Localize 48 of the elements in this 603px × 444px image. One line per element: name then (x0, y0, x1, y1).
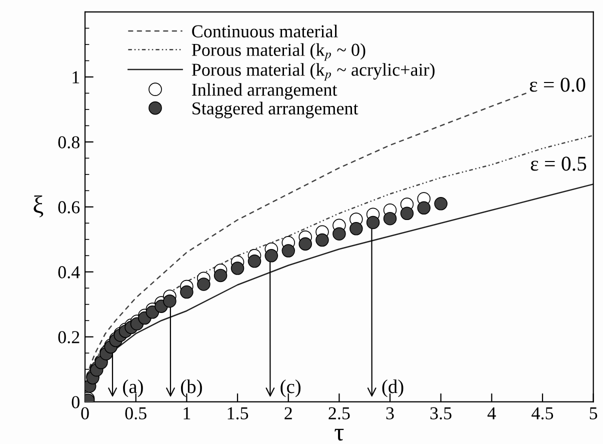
point (417, 201, 431, 215)
x-axis-title: τ (334, 428, 344, 441)
y-tick-label: 1 (72, 71, 80, 84)
y-tick-label: 0.2 (58, 331, 80, 344)
x-tick-label: 1 (184, 407, 190, 420)
x-tick-label: 0.5 (125, 407, 146, 420)
x-tick-label: 3 (386, 407, 394, 420)
point (180, 285, 194, 299)
legend-label: Porous material (k$_{p}$ ~ acrylic+air) (192, 63, 435, 81)
point (214, 268, 228, 282)
point (350, 222, 363, 236)
point (316, 233, 329, 247)
point (230, 262, 244, 275)
y-tick-label: 0 (72, 396, 80, 408)
x-tick-label: 4.5 (532, 407, 554, 420)
x-tick-label: 3.5 (430, 407, 452, 420)
annotation: (d) (382, 380, 404, 398)
legend-label: Continuous material (192, 24, 338, 38)
x-tick-label: 1.5 (228, 407, 248, 420)
x-tick-label: 2 (284, 407, 292, 420)
point (383, 212, 397, 226)
point (400, 206, 414, 220)
point (298, 237, 312, 251)
point (264, 249, 278, 262)
y-tick-label: 0.6 (58, 201, 80, 214)
x-tick-label: 0 (81, 407, 89, 420)
point (197, 278, 210, 291)
x-tick-label: 2.5 (328, 407, 350, 420)
y-tick-label: 0.4 (58, 266, 80, 278)
annotation: (c) (280, 380, 301, 398)
point (282, 244, 295, 258)
legend-label: Inlined arrangement (192, 83, 338, 100)
annotation: ε = 0.5 (530, 156, 586, 171)
annotation: ε = 0.0 (530, 78, 586, 92)
x-tick-label: 5 (590, 407, 598, 420)
annotation: (a) (123, 380, 143, 398)
legend-label: Porous material (k$_{p}$ ~ 0) (192, 43, 366, 61)
point (248, 254, 262, 268)
point (146, 306, 160, 319)
point (163, 294, 176, 308)
y-tick-label: 0.8 (58, 136, 80, 148)
y-axis-title: ξ (34, 195, 44, 218)
x-tick-label: 4 (488, 407, 496, 420)
point (434, 197, 448, 210)
point (332, 227, 346, 240)
annotation: (b) (181, 380, 202, 398)
point (366, 216, 380, 230)
legend-label: Staggered arrangement (192, 102, 358, 118)
